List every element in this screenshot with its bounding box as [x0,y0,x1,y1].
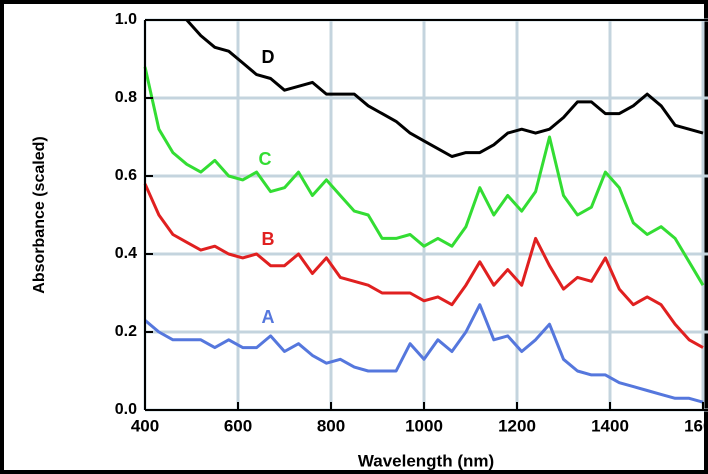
series-label: D [262,47,275,67]
x-tick-label: 800 [317,416,345,435]
y-tick-label: 0.8 [115,89,137,106]
series-line [144,303,704,404]
y-tick-label: 0.2 [115,323,137,340]
series-line [185,18,704,158]
series-label: A [262,307,275,327]
x-tick-label: 1600 [684,416,708,435]
lines [143,18,705,404]
x-tick-label: 1200 [498,416,536,435]
y-tick-label: 0.6 [115,167,137,184]
y-axis-label: Absorbance (scaled) [31,136,48,293]
series-line [143,66,705,286]
x-tick-label: 1400 [591,416,629,435]
x-axis-label: Wavelength (nm) [358,451,494,470]
series-label: C [259,149,272,169]
series-line [143,183,704,349]
x-tick-label: 400 [131,416,159,435]
series-label: B [262,229,275,249]
y-tick-label: 1.0 [115,11,137,28]
x-tick-label: 1000 [405,416,443,435]
x-tick-label: 600 [224,416,252,435]
y-tick-label: 0.0 [115,401,137,418]
y-tick-label: 0.4 [115,245,137,262]
